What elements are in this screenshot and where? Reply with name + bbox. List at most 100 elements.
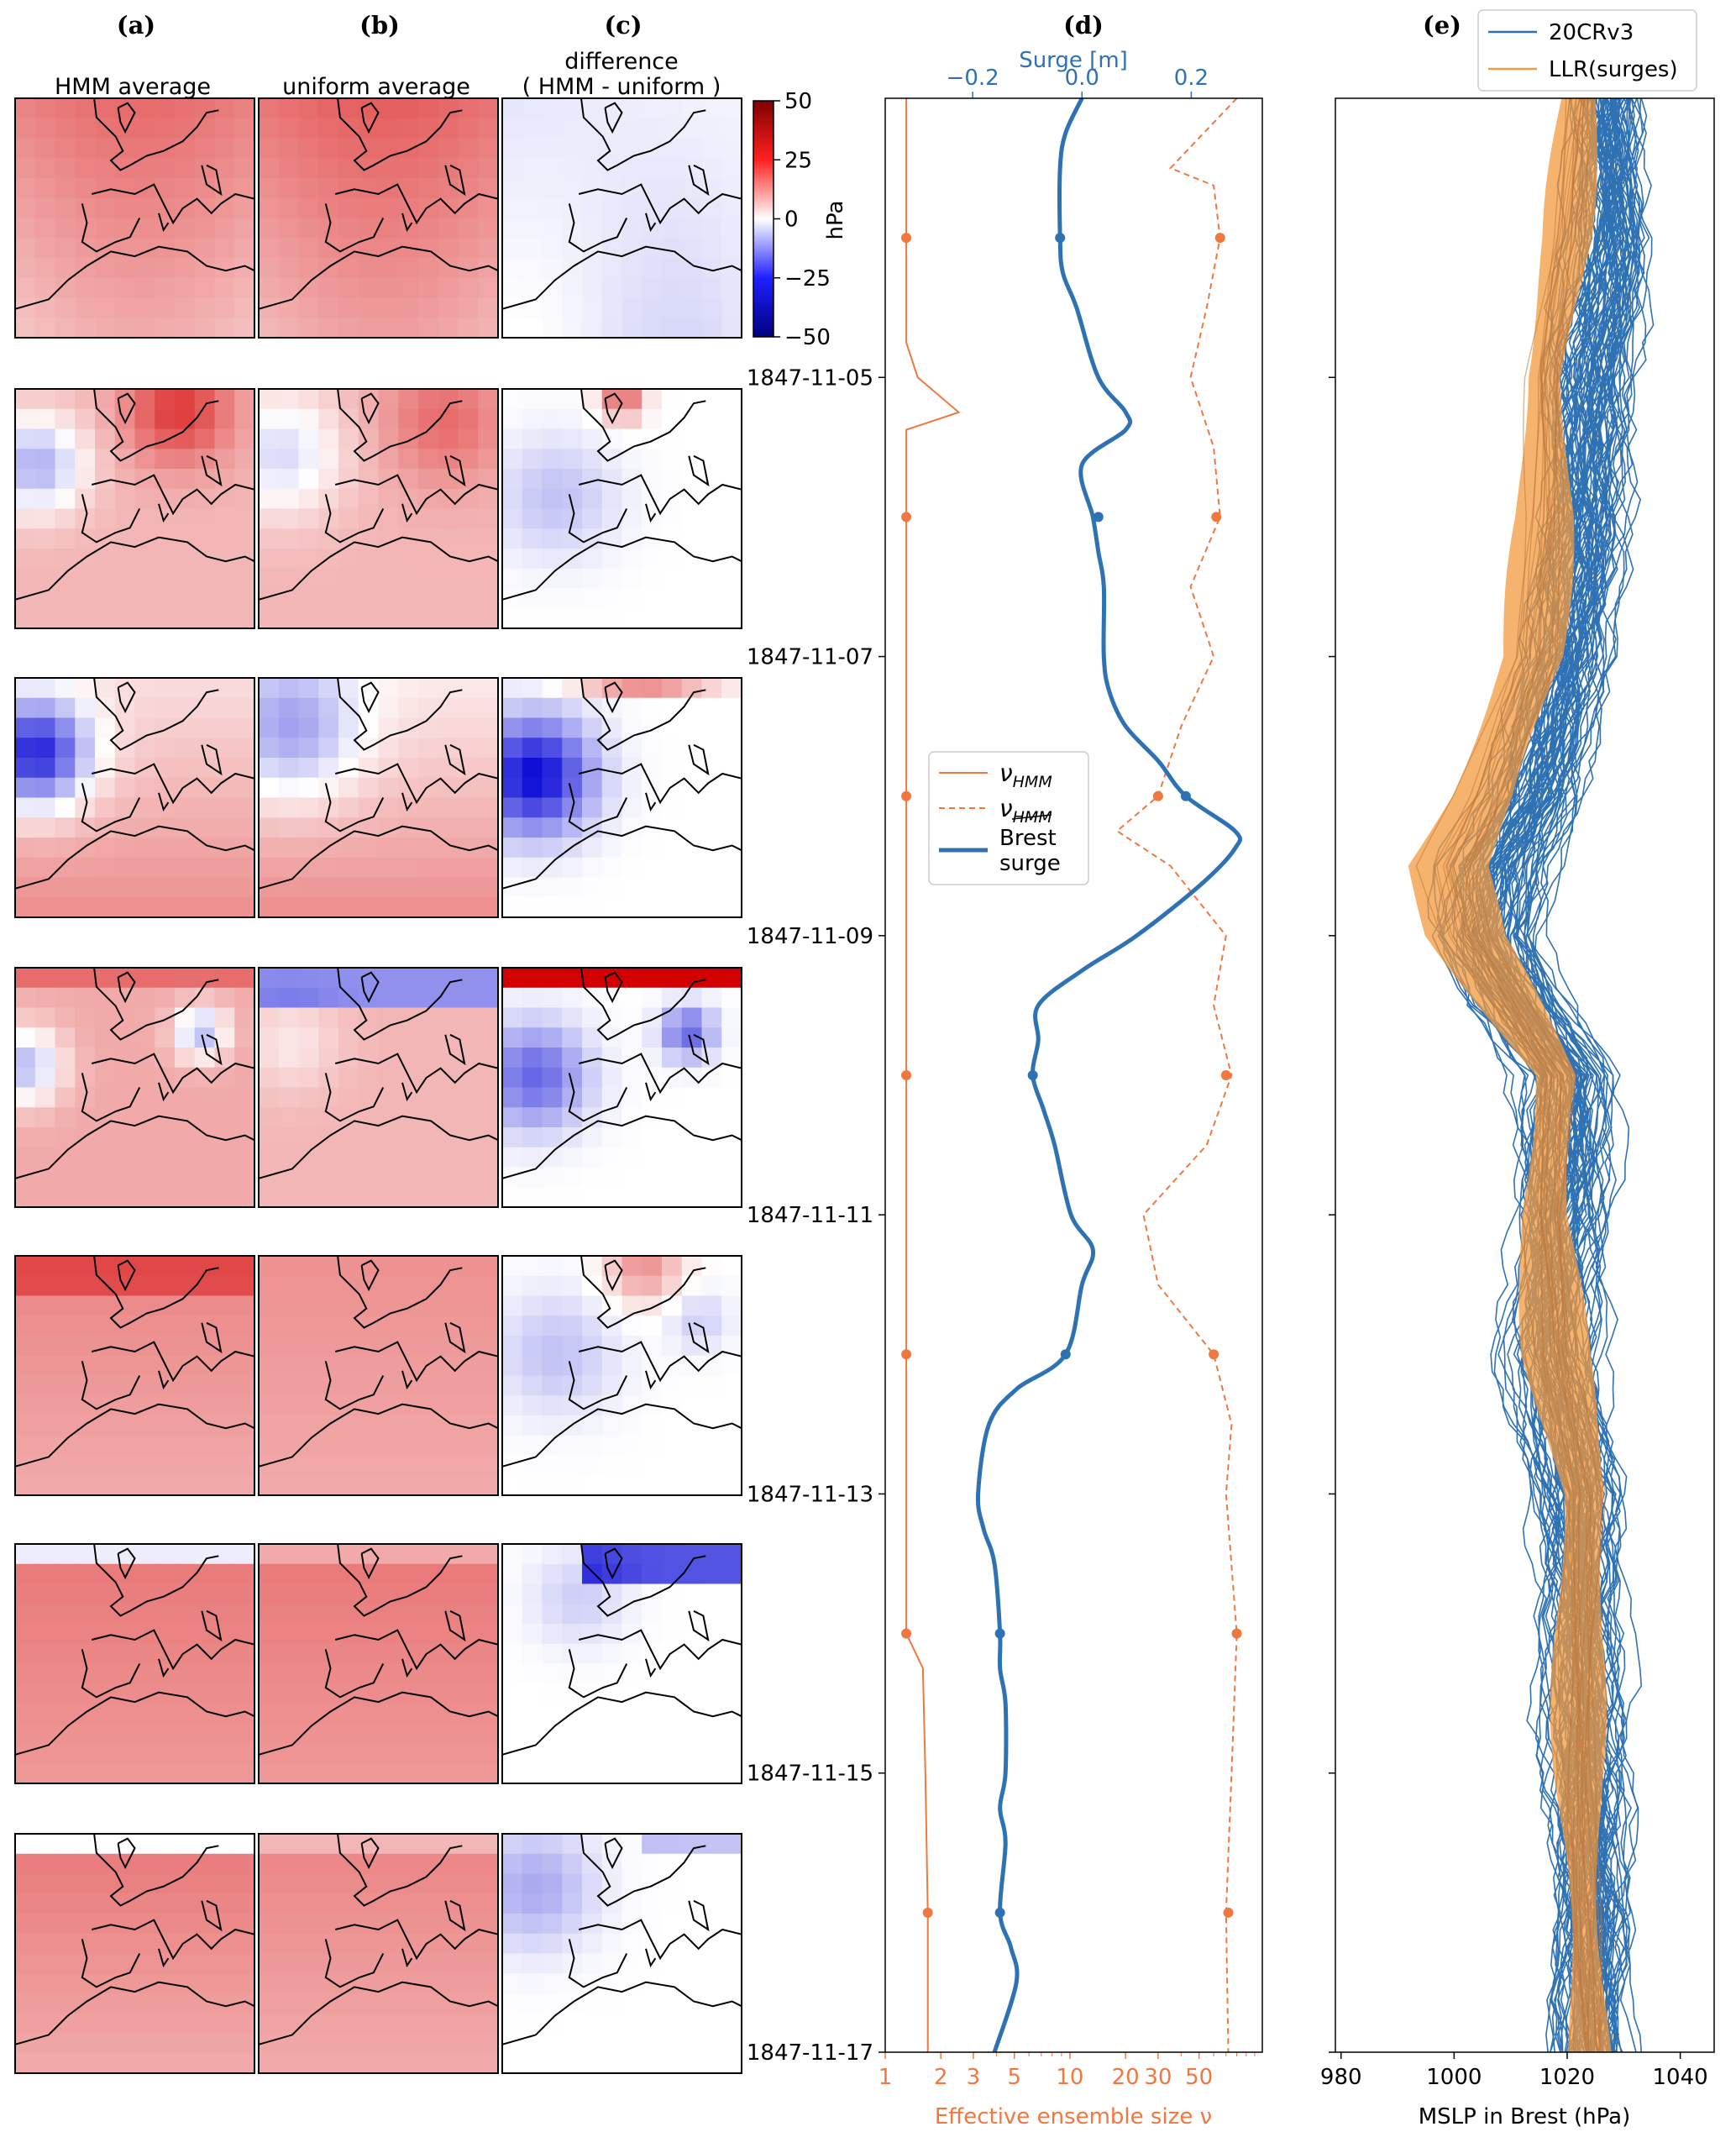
map-cell — [298, 1107, 319, 1128]
map-cell — [478, 218, 499, 239]
d-date-tick-label: 1847-11-09 — [747, 924, 873, 949]
map-cell — [621, 2053, 642, 2074]
map-cell — [95, 2033, 116, 2054]
map-cell — [562, 897, 583, 918]
map-cell — [358, 549, 380, 570]
map-cell — [582, 777, 603, 799]
map-cell — [278, 1107, 300, 1128]
map-cell — [478, 1834, 499, 1855]
map-cell — [701, 1873, 722, 1894]
map-cell — [34, 98, 56, 119]
map-cell — [522, 697, 543, 719]
map-cell — [114, 1336, 136, 1357]
map-cell — [418, 697, 439, 719]
map-cell — [701, 1007, 722, 1028]
map-cell — [114, 697, 136, 719]
map-cell — [418, 1544, 439, 1565]
map-cell — [114, 588, 136, 609]
map-cell — [358, 2013, 380, 2035]
nu-marker — [901, 1628, 912, 1639]
map-cell — [478, 897, 499, 918]
map-cell — [562, 1187, 583, 1208]
map-cell — [15, 508, 36, 529]
map-cell — [358, 277, 380, 299]
map-cell — [502, 508, 523, 529]
map-cell — [582, 488, 603, 510]
map-cell — [214, 588, 235, 609]
map-cell — [234, 717, 255, 738]
map-cell — [278, 528, 300, 549]
surge-marker — [994, 1907, 1005, 1918]
map-cell — [338, 297, 359, 318]
map-cell — [662, 1295, 683, 1316]
map-cell — [438, 549, 459, 570]
map-cell — [134, 987, 155, 1009]
map-cell — [358, 2033, 380, 2054]
map-cell — [502, 1087, 523, 1108]
map-cell — [601, 897, 623, 918]
map-cell — [621, 968, 642, 989]
map-cell — [721, 1893, 742, 1914]
map-cell — [681, 1953, 703, 1974]
map-cell — [601, 857, 623, 879]
coastline — [580, 677, 706, 751]
map-cell — [721, 1683, 742, 1704]
map-cell — [502, 138, 523, 159]
map-cell — [194, 838, 216, 859]
map-cell — [582, 408, 603, 430]
map-cell — [378, 1475, 399, 1496]
map-cell — [15, 2013, 36, 2035]
coastline — [578, 1053, 742, 1095]
map-cell — [278, 1563, 300, 1585]
map-frame — [14, 677, 255, 918]
map-cell — [259, 1435, 280, 1457]
map-cell — [318, 738, 339, 759]
coastline — [334, 1919, 499, 1961]
e-legend: 20CRv3 LLR(surges) — [1477, 9, 1697, 92]
map-cell — [338, 1544, 359, 1565]
map-cell — [681, 1475, 703, 1496]
map-cell — [562, 1455, 583, 1476]
map-cell — [418, 1007, 439, 1028]
map-cell — [34, 449, 56, 470]
map-cell — [55, 1893, 76, 1914]
map-cell — [194, 897, 216, 918]
map-cell — [194, 1723, 216, 1745]
map-cell — [601, 1643, 623, 1665]
map-cell — [278, 697, 300, 719]
map-cell — [582, 1704, 603, 1725]
map-cell — [338, 1834, 359, 1855]
map-cell — [681, 1087, 703, 1108]
map-cell — [418, 138, 439, 159]
map-cell — [155, 838, 176, 859]
map-cell — [438, 1853, 459, 1875]
map-cell — [318, 277, 339, 299]
map-cell — [418, 1336, 439, 1357]
map-cell — [95, 1167, 116, 1188]
map-cell — [298, 218, 319, 239]
map-cell — [259, 1993, 280, 2014]
map-cell — [55, 1914, 76, 1935]
map-cell — [95, 1873, 116, 1894]
map-cell — [601, 797, 623, 818]
coastline — [117, 681, 136, 714]
map-cell — [134, 1583, 155, 1604]
map-cell — [562, 1167, 583, 1188]
map-cell — [15, 98, 36, 119]
map-cell — [601, 877, 623, 898]
map-cell — [438, 408, 459, 430]
map-cell — [522, 738, 543, 759]
map-cell — [298, 197, 319, 219]
map-cell — [502, 608, 523, 629]
map-cell — [15, 1375, 36, 1396]
map-cell — [458, 2033, 479, 2054]
map-cell — [358, 2053, 380, 2074]
map-cell — [234, 2033, 255, 2054]
map-cell — [95, 1475, 116, 1496]
map-cell — [438, 1763, 459, 1784]
map-cell — [214, 678, 235, 699]
d-top-axis-label: Surge [m] — [1019, 48, 1128, 73]
map-cell — [582, 1834, 603, 1855]
map-cell — [175, 1256, 196, 1277]
map-cell — [175, 1435, 196, 1457]
